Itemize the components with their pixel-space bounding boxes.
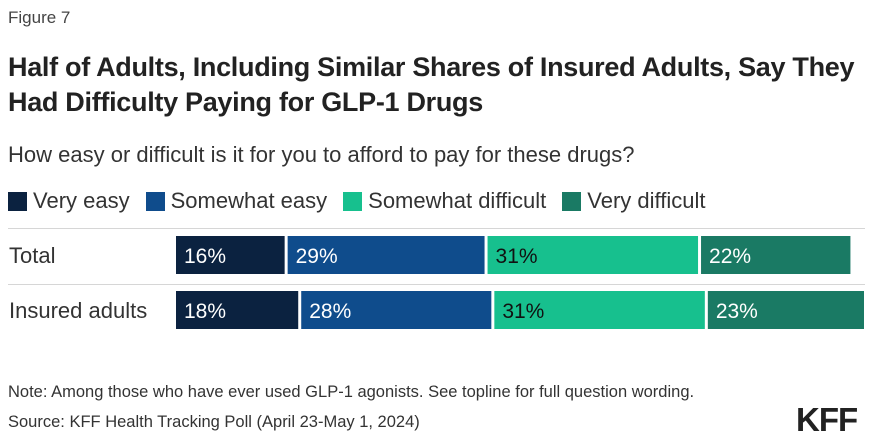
legend-label-very-easy: Very easy xyxy=(33,188,130,213)
legend-item-very-difficult: Very difficult xyxy=(562,188,706,214)
data-label-total-very-easy: 16% xyxy=(184,245,226,268)
legend-label-somewhat-easy: Somewhat easy xyxy=(170,188,328,213)
legend: Very easy Somewhat easy Somewhat difficu… xyxy=(8,188,722,214)
bar-insured-adults-very-easy xyxy=(176,291,299,329)
legend-swatch-somewhat-difficult xyxy=(343,191,363,211)
data-label-total-very-difficult: 22% xyxy=(709,245,751,268)
data-label-insured-adults-somewhat-difficult: 31% xyxy=(502,300,544,323)
chart-title: Half of Adults, Including Similar Shares… xyxy=(8,52,855,117)
legend-swatch-very-easy xyxy=(8,191,27,211)
data-label-insured-adults-very-difficult: 23% xyxy=(716,300,758,323)
category-label-insured-adults: Insured adults xyxy=(9,298,147,323)
legend-label-very-difficult: Very difficult xyxy=(587,188,706,213)
legend-swatch-somewhat-easy xyxy=(145,191,165,211)
legend-swatch-very-difficult xyxy=(562,191,582,211)
figure-label: Figure 7 xyxy=(8,8,71,27)
stacked-bar-chart: Total 16% 29% 31% 22% Insured adults 18% 28% 31%… xyxy=(8,228,865,329)
chart-note: Note: Among those who have ever used GLP… xyxy=(8,383,695,401)
data-label-insured-adults-very-easy: 18% xyxy=(184,300,226,323)
data-label-total-somewhat-easy: 29% xyxy=(296,245,338,268)
bar-insured-adults-somewhat-difficult xyxy=(494,291,705,329)
kff-logo: KFF xyxy=(796,401,858,438)
legend-item-very-easy: Very easy xyxy=(8,188,130,214)
bar-total-somewhat-difficult xyxy=(487,236,699,274)
chart-subtitle: How easy or difficult is it for you to a… xyxy=(8,142,635,167)
category-label-total: Total xyxy=(9,243,55,268)
legend-label-somewhat-difficult: Somewhat difficult xyxy=(368,188,547,213)
bar-total-very-easy xyxy=(176,236,285,274)
data-label-total-somewhat-difficult: 31% xyxy=(496,245,538,268)
legend-item-somewhat-difficult: Somewhat difficult xyxy=(343,188,546,214)
data-label-insured-adults-somewhat-easy: 28% xyxy=(309,300,351,323)
legend-item-somewhat-easy: Somewhat easy xyxy=(145,188,328,214)
bar-total-somewhat-easy xyxy=(287,236,485,274)
bar-insured-adults-very-difficult xyxy=(707,291,864,329)
chart-source: Source: KFF Health Tracking Poll (April … xyxy=(8,413,420,431)
bar-total-very-difficult xyxy=(701,236,851,274)
bar-insured-adults-somewhat-easy xyxy=(301,291,492,329)
